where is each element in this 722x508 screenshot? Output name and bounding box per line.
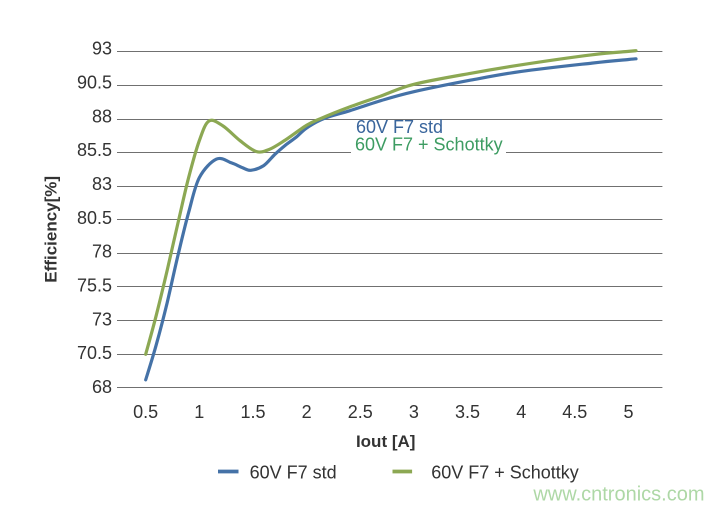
svg-text:60V F7 std: 60V F7 std (356, 117, 443, 137)
svg-text:85.5: 85.5 (77, 140, 112, 160)
svg-text:73: 73 (92, 309, 112, 329)
svg-text:70.5: 70.5 (77, 343, 112, 363)
svg-text:83: 83 (92, 174, 112, 194)
svg-text:4: 4 (516, 402, 526, 422)
svg-text:90.5: 90.5 (77, 73, 112, 93)
svg-text:93: 93 (92, 39, 112, 59)
svg-text:78: 78 (92, 242, 112, 262)
svg-text:75.5: 75.5 (77, 276, 112, 296)
svg-text:2.5: 2.5 (348, 402, 373, 422)
svg-text:www.cntronics.com: www.cntronics.com (532, 484, 704, 506)
svg-text:88: 88 (92, 106, 112, 126)
svg-text:5: 5 (623, 402, 633, 422)
svg-text:3.5: 3.5 (455, 402, 480, 422)
svg-text:60V F7 std: 60V F7 std (250, 463, 337, 483)
svg-text:2: 2 (302, 402, 312, 422)
svg-text:60V F7 + Schottky: 60V F7 + Schottky (431, 463, 579, 483)
svg-text:0.5: 0.5 (133, 402, 158, 422)
svg-text:80.5: 80.5 (77, 208, 112, 228)
svg-text:68: 68 (92, 377, 112, 397)
svg-text:4.5: 4.5 (562, 402, 587, 422)
svg-text:Iout [A]: Iout [A] (356, 432, 415, 451)
svg-text:3: 3 (409, 402, 419, 422)
svg-text:Efficiency[%]: Efficiency[%] (42, 176, 61, 283)
svg-text:60V F7 + Schottky: 60V F7 + Schottky (355, 134, 503, 154)
svg-text:1.5: 1.5 (240, 402, 265, 422)
svg-text:1: 1 (194, 402, 204, 422)
